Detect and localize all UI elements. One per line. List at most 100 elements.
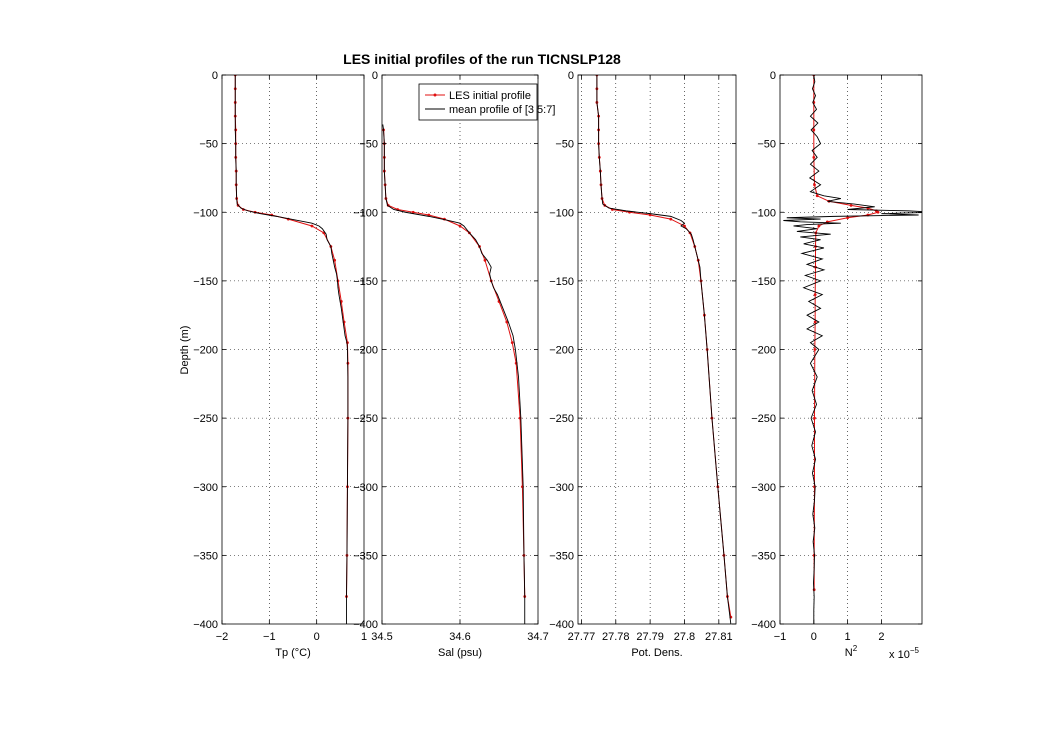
panel-tp-xtick-label-0: −2 (216, 631, 229, 643)
panel-dens-ytick-label-4: −200 (549, 345, 574, 357)
panel-sal-marker-8 (411, 210, 415, 214)
panel-sal-ytick-label-0: 0 (372, 70, 378, 82)
panel-n2-marker-12 (846, 216, 850, 220)
panel-dens-xtick-label-0: 27.77 (568, 631, 596, 643)
panel-dens-ytick-label-8: −400 (549, 619, 574, 631)
panel-n2-xtick-label-2: 1 (845, 631, 851, 643)
panel-sal-plot-area (382, 75, 538, 624)
panel-n2-marker-18 (813, 293, 817, 296)
legend-entry-0: LES initial profile (449, 90, 531, 102)
panel-dens-ytick-label-3: −150 (549, 276, 574, 288)
panel-tp-marker-15 (310, 224, 314, 228)
panel-n2-xtick-label-1: 0 (811, 631, 817, 643)
panel-dens-ytick-label-1: −50 (555, 139, 574, 151)
panel-n2-ytick-label-4: −200 (751, 345, 776, 357)
panel-n2-xtick-label-0: −1 (774, 631, 787, 643)
panel-dens-ytick-label-0: 0 (568, 70, 574, 82)
panel-n2-marker-20 (813, 348, 817, 351)
legend-marker-0 (433, 93, 437, 97)
y-axis-label: Depth (m) (179, 326, 191, 375)
panel-n2-ytick-label-2: −100 (751, 207, 776, 219)
panel-n2-ytick-label-3: −150 (751, 276, 776, 288)
panel-sal-xtick-label-1: 34.6 (449, 631, 470, 643)
panel-n2-ytick-label-1: −50 (757, 139, 776, 151)
panel-tp-ytick-label-8: −400 (193, 619, 218, 631)
panel-n2-ytick-label-6: −300 (751, 482, 776, 494)
panel-sal-xtick-label-2: 34.7 (527, 631, 548, 643)
panel-n2-marker-7 (849, 203, 853, 207)
panel-tp-ytick-label-5: −250 (193, 413, 218, 425)
panel-dens: 27.77 27.78 27.79 27.8 27.81 0 −50 −100 −150 −200… (549, 70, 737, 659)
panel-n2: −1 0 1 2 0 −50 −100 −150 −200 −250 −300 −350 −400 N2 x… (751, 70, 923, 661)
panel-tp-ytick-label-0: 0 (212, 70, 218, 82)
panel-tp: −2 −1 0 1 0 −50 −100 −150 −200 −250 −300 −350 −400 Tp… (193, 70, 367, 659)
panel-n2-marker-19 (813, 320, 817, 324)
panel-sal-xlabel: Sal (psu) (438, 647, 482, 659)
panel-n2-ytick-label-7: −350 (751, 550, 776, 562)
panel-n2-marker-10 (876, 210, 880, 214)
panel-dens-ytick-label-5: −250 (549, 413, 574, 425)
panel-sal-ytick-label-3: −150 (353, 276, 378, 288)
panel-n2-marker-3 (812, 155, 816, 159)
panel-sal-marker-11 (458, 224, 462, 228)
panel-sal-ytick-label-7: −350 (353, 550, 378, 562)
panel-dens-series-mean-profile (596, 75, 732, 624)
panel-dens-xtick-label-2: 27.79 (636, 631, 664, 643)
panel-tp-ytick-label-2: −100 (193, 207, 218, 219)
panel-n2-marker-14 (817, 224, 821, 228)
panel-tp-xtick-label-3: 1 (361, 631, 367, 643)
panel-n2-marker-21 (813, 416, 816, 420)
panel-n2-series-mean-profile (783, 75, 922, 624)
panel-dens-xtick-label-1: 27.78 (602, 631, 630, 643)
legend-entry-1: mean profile of [3 5:7] (449, 104, 555, 116)
legend: LES initial profile mean profile of [3 5:… (418, 83, 555, 121)
panel-tp-ytick-label-7: −350 (193, 550, 218, 562)
panel-n2-ytick-label-0: 0 (770, 70, 776, 82)
panel-sal-ytick-label-1: −50 (359, 139, 378, 151)
panel-sal-series-mean-profile (382, 124, 526, 624)
panel-sal-marker-14 (483, 258, 487, 262)
panel-n2-x-multiplier: x 10−5 (889, 646, 919, 661)
panel-dens-xlabel: Pot. Dens. (631, 647, 682, 659)
panel-n2-marker-4 (813, 183, 816, 187)
panel-sal-ytick-label-8: −400 (353, 619, 378, 631)
panel-sal-ytick-label-6: −300 (353, 482, 378, 494)
panel-dens-xtick-label-4: 27.81 (705, 631, 733, 643)
panel-sal-marker-17 (505, 320, 509, 324)
panel-sal-marker-9 (427, 213, 431, 217)
panel-dens-xtick-label-3: 27.8 (674, 631, 695, 643)
panel-n2-ytick-label-8: −400 (751, 619, 776, 631)
panel-tp-ytick-label-1: −50 (199, 139, 218, 151)
panel-tp-marker-18 (333, 258, 337, 262)
panel-n2-xtick-label-3: 2 (878, 631, 884, 643)
panel-dens-ytick-label-2: −100 (549, 207, 574, 219)
panel-tp-ytick-label-6: −300 (193, 482, 218, 494)
panel-dens-ytick-label-6: −300 (549, 482, 574, 494)
panel-sal-ytick-label-4: −200 (353, 345, 378, 357)
panel-tp-series-mean-profile (234, 75, 349, 624)
panel-n2-ytick-label-5: −250 (751, 413, 776, 425)
panel-dens-marker-15 (683, 224, 686, 228)
panel-n2-plot-area (780, 75, 922, 624)
panel-dens-ytick-label-7: −350 (549, 550, 574, 562)
panel-sal-ytick-label-5: −250 (353, 413, 378, 425)
panel-tp-xtick-label-2: 0 (314, 631, 320, 643)
panel-n2-marker-5 (815, 194, 819, 198)
panel-tp-plot-area (222, 75, 364, 624)
panel-sal: 34.5 34.6 34.7 0 −50 −100 −150 −200 −250 −300 −350… (353, 70, 548, 659)
panel-dens-plot-area (578, 75, 736, 624)
panel-sal-marker-18 (510, 341, 514, 345)
subplot-panels: −2 −1 0 10−50−100−150−200−250−300−350−400Tp… (193, 70, 923, 661)
panel-sal-ytick-label-2: −100 (353, 207, 378, 219)
panel-tp-ytick-label-4: −200 (193, 345, 218, 357)
panel-n2-marker-2 (812, 128, 816, 132)
panel-dens-marker-13 (648, 213, 652, 217)
panel-tp-xtick-label-1: −1 (263, 631, 276, 643)
panel-dens-marker-14 (669, 217, 673, 221)
panel-tp-xlabel: Tp (°C) (275, 647, 311, 659)
panel-sal-xtick-label-0: 34.5 (371, 631, 392, 643)
legend-box (418, 83, 538, 121)
chart-title: LES initial profiles of the run TICNSLP1… (343, 51, 621, 67)
panel-n2-xlabel: N2 (845, 644, 858, 659)
